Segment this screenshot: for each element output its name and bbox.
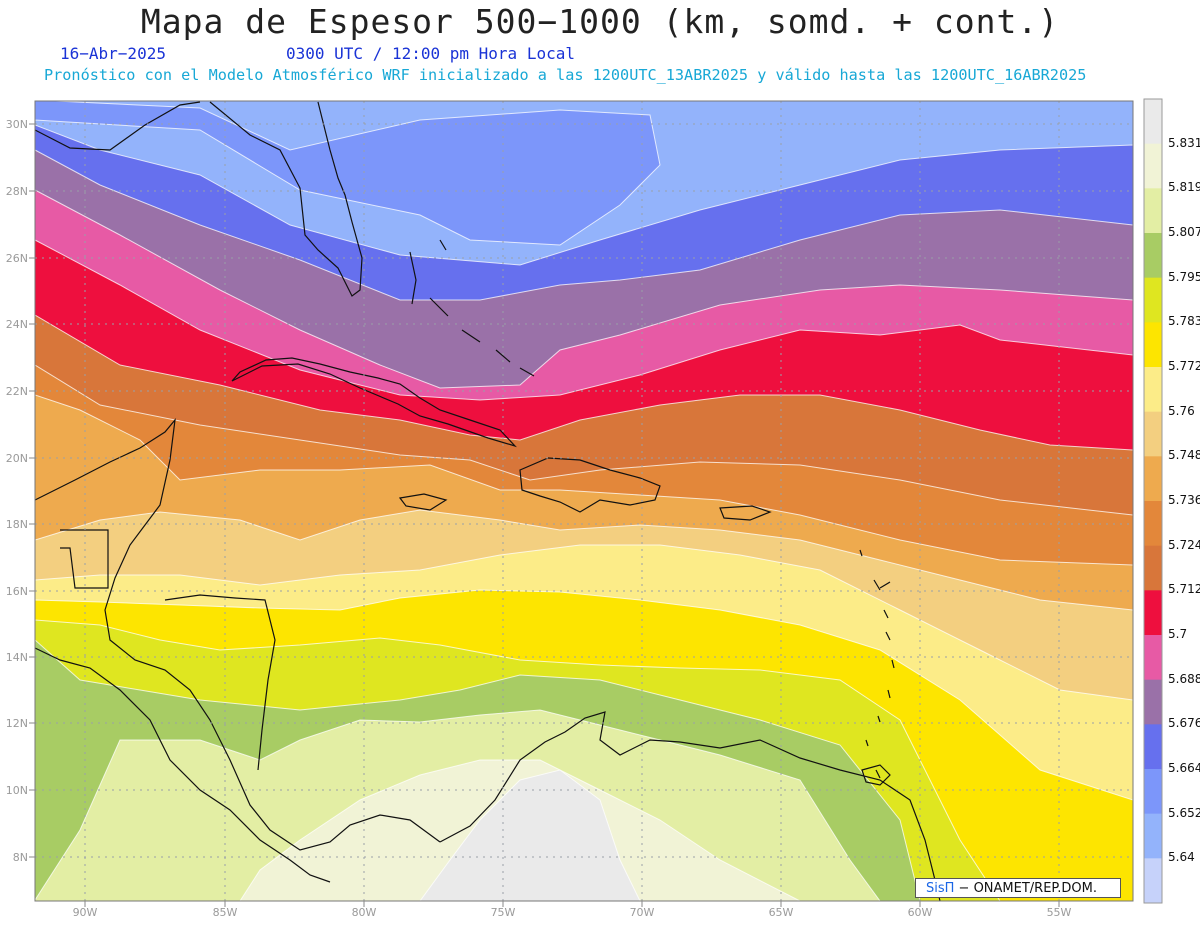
colorbar-label: 5.783: [1168, 314, 1200, 329]
colorbar-swatch: [1144, 545, 1162, 591]
map-title: Mapa de Espesor 500−1000 (km, somd. + co…: [140, 2, 1060, 41]
colorbar-label: 5.772: [1168, 359, 1200, 373]
colorbar-label: 5.712: [1168, 582, 1200, 597]
graticule: [35, 101, 1133, 901]
colorbar-swatch: [1144, 679, 1162, 725]
latitude-label: 14N: [6, 651, 28, 664]
coastlines: [35, 101, 941, 901]
colorbar-label: 5.736: [1168, 493, 1200, 507]
longitude-label: 90W: [73, 906, 98, 919]
credit-text: − ONAMET/REP.DOM.: [954, 881, 1097, 896]
colorbar-label: 5.652: [1168, 805, 1200, 820]
lesser-antilles: [859, 549, 895, 779]
latitude-label: 8N: [13, 851, 28, 864]
south-america-coast: [439, 711, 941, 901]
colorbar-swatch: [1144, 813, 1162, 859]
colorbar-label: 5.819: [1168, 180, 1200, 195]
colorbar-label: 5.676: [1168, 716, 1200, 731]
colorbar-swatch: [1144, 233, 1162, 279]
longitude-label: 60W: [908, 906, 933, 919]
map-frame: [34, 100, 1134, 902]
bahamas-coast: [409, 239, 535, 377]
honduras-coast: [164, 594, 276, 771]
colorbar-label: 5.64: [1168, 850, 1195, 865]
colorbar-label: 5.724: [1168, 537, 1200, 552]
latitude-labels: 30N 28N 26N 24N 22N 20N 18N 16N 14N 12N 10N 8N: [6, 118, 35, 864]
florida-coast: [35, 101, 363, 297]
hispaniola-coast: [519, 457, 661, 513]
forecast-time: 0300 UTC / 12:00 pm Hora Local: [286, 44, 575, 63]
thickness-band: [35, 101, 661, 901]
mexico-border: [60, 529, 109, 589]
colorbar-swatch: [1144, 188, 1162, 234]
colorbar-swatch: [1144, 99, 1162, 145]
colorbar-label: 5.831: [1168, 135, 1200, 150]
latitude-label: 20N: [6, 452, 28, 465]
colorbar-label: 5.76: [1168, 403, 1195, 418]
thickness-bands: [35, 101, 1133, 901]
model-info: Pronóstico con el Modelo Atmosférico WRF…: [44, 66, 1087, 84]
latitude-label: 22N: [6, 385, 28, 398]
colorbar: [1143, 98, 1163, 904]
thickness-band: [419, 769, 641, 901]
colorbar-swatch: [1144, 411, 1162, 457]
latitude-label: 26N: [6, 252, 28, 265]
latitude-label: 10N: [6, 784, 28, 797]
colorbar-swatch: [1144, 456, 1162, 502]
latitude-label: 24N: [6, 318, 28, 331]
longitude-label: 70W: [630, 906, 655, 919]
cuba-coast: [231, 357, 517, 448]
colorbar-swatch: [1144, 635, 1162, 681]
colorbar-label: 5.7: [1168, 627, 1188, 641]
puerto-rico-coast: [719, 505, 772, 521]
longitude-label: 75W: [491, 906, 516, 919]
latitude-label: 12N: [6, 717, 28, 730]
colorbar-label: 5.688: [1168, 671, 1200, 686]
latitude-label: 30N: [6, 118, 28, 131]
colorbar-swatch: [1144, 277, 1162, 323]
longitude-label: 55W: [1047, 906, 1072, 919]
colorbar-swatch: [1144, 367, 1162, 413]
colorbar-swatch: [1144, 501, 1162, 547]
latitude-label: 28N: [6, 185, 28, 198]
credit-box: SisΠ − ONAMET/REP.DOM.: [915, 878, 1121, 898]
longitude-labels: 90W 85W 80W 75W 70W 65W 60W 55W: [73, 901, 1072, 919]
colorbar-swatch: [1144, 143, 1162, 189]
central-america-coast: [35, 418, 441, 851]
latitude-label: 16N: [6, 585, 28, 598]
colorbar-outline: [1143, 98, 1163, 904]
sispi-logo-text: SisΠ: [926, 881, 955, 896]
longitude-label: 65W: [769, 906, 794, 919]
colorbar-swatch: [1144, 858, 1162, 904]
jamaica-coast: [398, 493, 448, 511]
colorbar-swatch: [1144, 322, 1162, 368]
forecast-date: 16−Abr−2025: [60, 44, 166, 63]
colorbar-swatch: [1144, 590, 1162, 636]
longitude-label: 80W: [352, 906, 377, 919]
latitude-label: 18N: [6, 518, 28, 531]
colorbar-swatch: [1144, 724, 1162, 770]
colorbar-label: 5.807: [1168, 225, 1200, 239]
central-america-pacific: [35, 647, 331, 883]
longitude-label: 85W: [213, 906, 238, 919]
trinidad-coast: [861, 764, 891, 786]
colorbar-swatch: [1144, 769, 1162, 815]
colorbar-label: 5.664: [1168, 761, 1200, 775]
colorbar-label: 5.795: [1168, 269, 1200, 284]
colorbar-label: 5.748: [1168, 448, 1200, 463]
